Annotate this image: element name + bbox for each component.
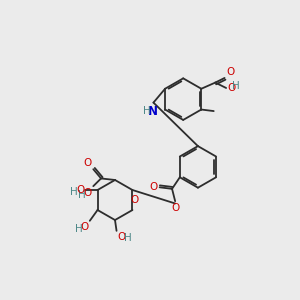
Text: H: H [78,190,86,200]
Text: O: O [131,195,139,205]
Text: O: O [149,182,157,192]
Text: H: H [70,187,78,196]
Text: O: O [227,83,235,93]
Text: O: O [76,185,84,195]
Text: H: H [75,224,83,234]
Text: O: O [83,158,92,168]
Text: O: O [226,67,234,77]
Text: H: H [124,233,131,243]
Text: H: H [142,106,150,116]
Text: O: O [172,203,180,214]
Text: N: N [148,105,158,118]
Text: O: O [117,232,126,242]
Text: O: O [81,222,89,232]
Text: H: H [232,81,240,92]
Text: O: O [83,188,92,198]
